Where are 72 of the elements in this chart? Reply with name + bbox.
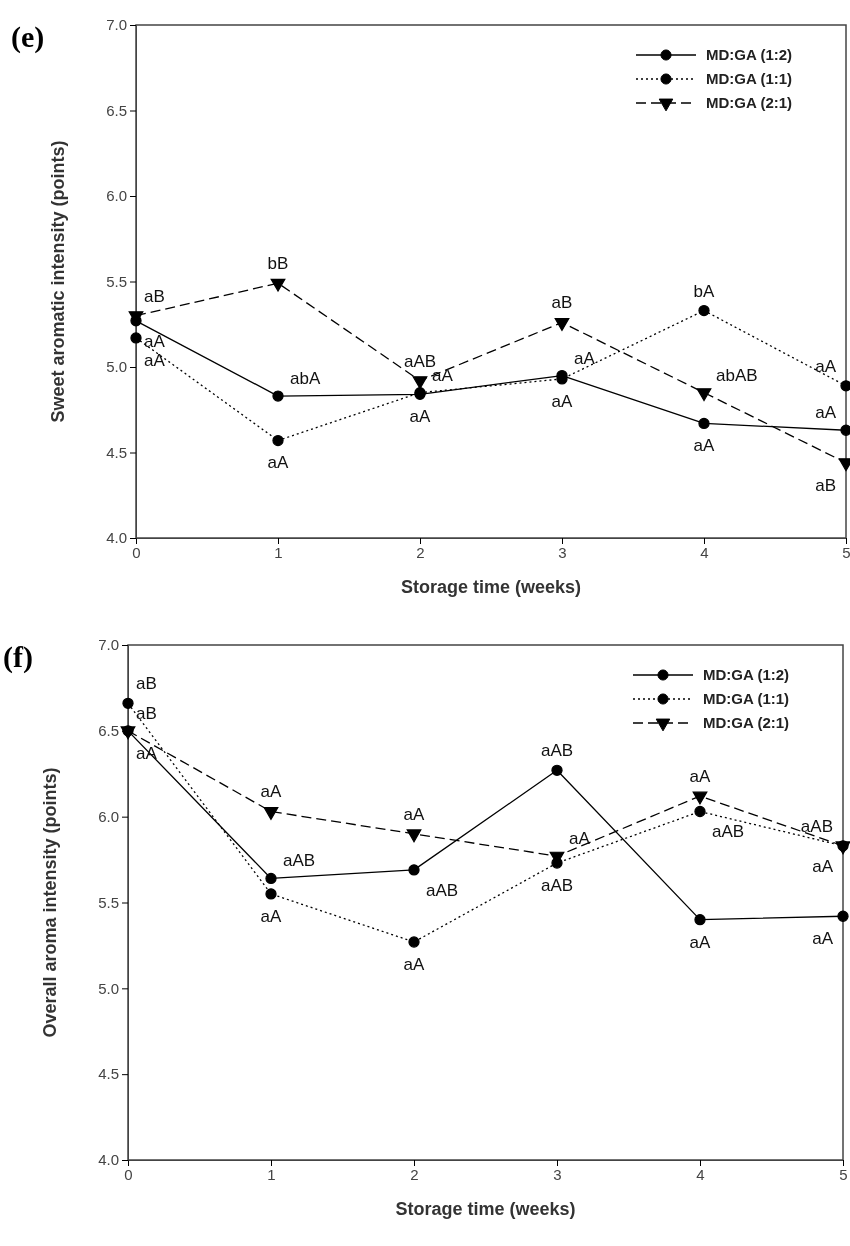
x-tick-label: 0 [124,1165,133,1183]
chart-title: (f) [3,640,33,674]
legend-label: MD:GA (1:2) [706,46,793,64]
annotation: aAB [403,351,437,371]
y-tick-label: 6.0 [106,187,127,205]
annotation: aA [689,767,712,787]
annotation: aAB [800,816,833,836]
x-tick-label: 3 [558,543,567,561]
annotation: aAB [426,880,459,900]
x-tick-label: 4 [700,543,709,561]
y-tick-label: 6.5 [106,101,127,119]
x-tick-label: 2 [410,1165,419,1183]
annotation: aA [815,356,837,376]
y-tick-label: 4.5 [106,443,127,461]
annotation: aA [551,391,574,411]
x-tick-label: 2 [416,543,425,561]
annotation: aA [403,804,426,824]
annotation: aA [574,348,596,368]
annotation: aA [144,331,166,351]
x-tick-label: 1 [274,543,283,561]
annotation: aA [693,436,716,456]
annotation: aAB [712,822,745,842]
legend-label: MD:GA (1:1) [706,70,793,88]
legend-label: MD:GA (2:1) [706,94,793,112]
legend-label: MD:GA (1:1) [703,690,790,708]
annotation: aA [260,782,283,802]
x-tick-label: 0 [132,543,141,561]
annotation: aA [409,407,432,427]
annotation: aA [812,856,834,876]
x-tick-label: 3 [553,1165,562,1183]
x-tick-label: 4 [696,1165,705,1183]
annotation: aA [812,929,834,949]
annotation: aB [815,475,836,495]
y-axis-title: Sweet aromatic intensity (points) [48,140,68,423]
annotation: aB [136,674,157,694]
y-tick-label: 5.5 [98,893,119,911]
annotation: aAB [540,741,574,761]
y-tick-label: 6.0 [98,807,119,825]
annotation: abA [290,369,321,389]
annotation: aA [689,932,712,952]
legend-label: MD:GA (2:1) [703,714,790,732]
chart-title: (e) [11,20,45,54]
x-axis-title: Storage time (weeks) [400,577,582,597]
annotation: abAB [716,365,758,385]
y-tick-label: 5.5 [106,272,127,290]
x-tick-label: 5 [842,543,850,561]
x-tick-label: 5 [839,1165,848,1183]
annotation: aB [144,286,165,306]
y-tick-label: 4.5 [98,1065,119,1083]
annotation: aA [403,954,426,974]
y-tick-label: 5.0 [106,358,127,376]
y-axis-title: Overall aroma intensity (points) [40,767,60,1038]
annotation: aA [267,453,290,473]
x-axis-title: Storage time (weeks) [395,1199,576,1219]
annotation: aA [260,906,283,926]
y-tick-label: 5.0 [98,979,119,997]
y-tick-label: 4.0 [106,529,127,547]
annotation: aAB [283,851,316,871]
annotation: aA [815,403,837,423]
y-tick-label: 4.0 [98,1151,119,1169]
annotation: aB [136,703,157,723]
y-tick-label: 7.0 [106,16,127,34]
y-tick-label: 6.5 [98,722,119,740]
annotation: aA [569,829,591,849]
x-tick-label: 1 [267,1165,276,1183]
y-tick-label: 7.0 [98,636,119,654]
legend-label: MD:GA (1:2) [703,666,790,684]
annotation: bA [693,281,716,301]
annotation: aA [144,350,166,370]
annotation: aB [551,293,573,313]
annotation: aAB [540,875,574,895]
annotation: bB [267,254,289,274]
